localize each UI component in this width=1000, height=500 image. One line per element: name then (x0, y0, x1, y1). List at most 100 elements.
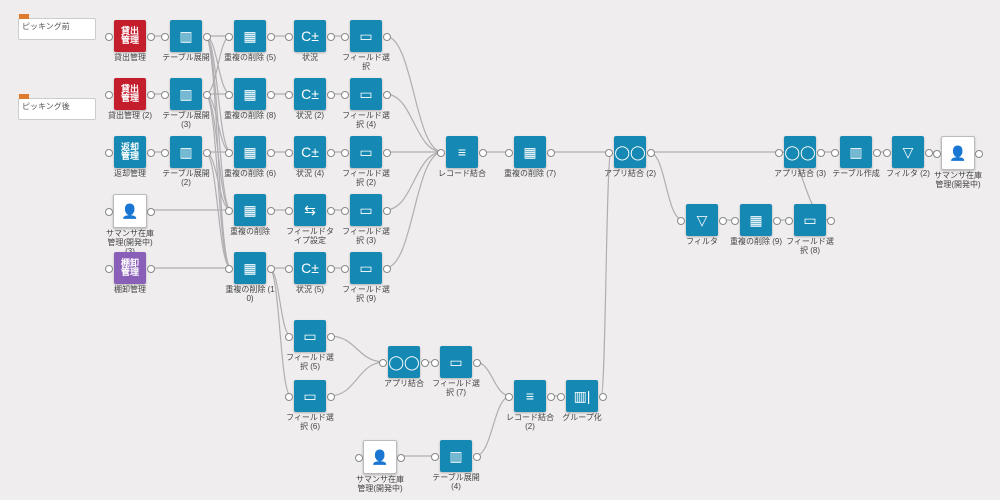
output-port[interactable] (827, 217, 835, 225)
node-tile[interactable]: ▭ (350, 252, 382, 284)
output-port[interactable] (147, 33, 155, 41)
node-tile[interactable]: ≡ (514, 380, 546, 412)
node-tile[interactable]: ▦ (234, 194, 266, 226)
node-tile[interactable]: ▥ (170, 136, 202, 168)
output-port[interactable] (773, 217, 781, 225)
output-port[interactable] (473, 453, 481, 461)
flow-node[interactable]: ◯◯アプリ結合 (377, 346, 431, 389)
output-port[interactable] (267, 33, 275, 41)
node-tile[interactable]: 👤 (363, 440, 397, 474)
output-port[interactable] (647, 149, 655, 157)
flow-node[interactable]: 👤サマンサ在庫管理(開発中) (931, 136, 985, 190)
output-port[interactable] (873, 149, 881, 157)
output-port[interactable] (327, 333, 335, 341)
node-tile[interactable]: ◯◯ (388, 346, 420, 378)
flow-node[interactable]: ▭フィールド選択 (9) (339, 252, 393, 304)
flow-node[interactable]: ◯◯アプリ結合 (3) (773, 136, 827, 179)
input-port[interactable] (225, 149, 233, 157)
node-tile[interactable]: ▦ (740, 204, 772, 236)
output-port[interactable] (547, 149, 555, 157)
flow-node[interactable]: ▦重複の削除 (223, 194, 277, 237)
sticky-note[interactable]: ピッキング後 (18, 98, 96, 120)
output-port[interactable] (327, 33, 335, 41)
node-tile[interactable]: ▭ (350, 194, 382, 226)
flow-node[interactable]: ▭フィールド選択 (3) (339, 194, 393, 246)
input-port[interactable] (105, 33, 113, 41)
output-port[interactable] (147, 149, 155, 157)
flow-node[interactable]: C±状況 (4) (283, 136, 337, 179)
input-port[interactable] (677, 217, 685, 225)
node-tile[interactable]: ⇆ (294, 194, 326, 226)
flow-node[interactable]: 返却 管理返却管理 (103, 136, 157, 179)
node-tile[interactable]: ▭ (294, 380, 326, 412)
flow-node[interactable]: ▦重複の削除 (8) (223, 78, 277, 121)
flow-node[interactable]: 貸出 管理貸出管理 (103, 20, 157, 63)
output-port[interactable] (327, 393, 335, 401)
flow-node[interactable]: ▭フィールド選択 (4) (339, 78, 393, 130)
input-port[interactable] (161, 149, 169, 157)
output-port[interactable] (203, 149, 211, 157)
input-port[interactable] (505, 149, 513, 157)
node-tile[interactable]: ▥ (170, 20, 202, 52)
input-port[interactable] (831, 149, 839, 157)
output-port[interactable] (267, 265, 275, 273)
flow-node[interactable]: 貸出 管理貸出管理 (2) (103, 78, 157, 121)
flow-node[interactable]: ▭フィールド選択 (339, 20, 393, 72)
input-port[interactable] (285, 207, 293, 215)
node-tile[interactable]: ▭ (350, 136, 382, 168)
input-port[interactable] (225, 91, 233, 99)
output-port[interactable] (327, 149, 335, 157)
node-tile[interactable]: ▦ (234, 78, 266, 110)
flow-node[interactable]: 棚卸 管理棚卸管理 (103, 252, 157, 295)
node-tile[interactable]: 返却 管理 (114, 136, 146, 168)
flow-node[interactable]: C±状況 (5) (283, 252, 337, 295)
node-tile[interactable]: C± (294, 20, 326, 52)
input-port[interactable] (785, 217, 793, 225)
input-port[interactable] (225, 207, 233, 215)
output-port[interactable] (327, 207, 335, 215)
input-port[interactable] (775, 149, 783, 157)
node-tile[interactable]: ▭ (440, 346, 472, 378)
input-port[interactable] (285, 393, 293, 401)
node-tile[interactable]: ▽ (892, 136, 924, 168)
node-tile[interactable]: ▭ (294, 320, 326, 352)
node-tile[interactable]: 貸出 管理 (114, 78, 146, 110)
node-tile[interactable]: ≡ (446, 136, 478, 168)
output-port[interactable] (147, 208, 155, 216)
flow-node[interactable]: ▭フィールド選択 (8) (783, 204, 837, 256)
output-port[interactable] (479, 149, 487, 157)
flow-node[interactable]: ▥テーブル展開 (2) (159, 136, 213, 188)
flow-node[interactable]: C±状況 (283, 20, 337, 63)
input-port[interactable] (161, 33, 169, 41)
node-tile[interactable]: 👤 (941, 136, 975, 170)
output-port[interactable] (383, 91, 391, 99)
flow-node[interactable]: C±状況 (2) (283, 78, 337, 121)
input-port[interactable] (883, 149, 891, 157)
input-port[interactable] (225, 33, 233, 41)
input-port[interactable] (105, 91, 113, 99)
input-port[interactable] (341, 33, 349, 41)
flow-node[interactable]: ▥テーブル展開 (4) (429, 440, 483, 492)
output-port[interactable] (383, 265, 391, 273)
input-port[interactable] (379, 359, 387, 367)
node-tile[interactable]: ▥ (440, 440, 472, 472)
input-port[interactable] (285, 91, 293, 99)
node-tile[interactable]: C± (294, 136, 326, 168)
node-tile[interactable]: ▥ (170, 78, 202, 110)
output-port[interactable] (267, 149, 275, 157)
sticky-note[interactable]: ピッキング前 (18, 18, 96, 40)
node-tile[interactable]: ◯◯ (784, 136, 816, 168)
flow-node[interactable]: 👤サマンサ在庫管理(開発中) (3) (103, 194, 157, 256)
node-tile[interactable]: ▦ (234, 20, 266, 52)
node-tile[interactable]: ▭ (350, 78, 382, 110)
input-port[interactable] (161, 91, 169, 99)
flow-node[interactable]: ▽フィルタ (675, 204, 729, 247)
flow-node[interactable]: ▭フィールド選択 (7) (429, 346, 483, 398)
output-port[interactable] (473, 359, 481, 367)
node-tile[interactable]: 棚卸 管理 (114, 252, 146, 284)
output-port[interactable] (147, 91, 155, 99)
node-tile[interactable]: ▥ (840, 136, 872, 168)
flow-node[interactable]: 👤サマンサ在庫管理(開発中) (353, 440, 407, 494)
flow-node[interactable]: ≡レコード結合 (2) (503, 380, 557, 432)
input-port[interactable] (933, 150, 941, 158)
